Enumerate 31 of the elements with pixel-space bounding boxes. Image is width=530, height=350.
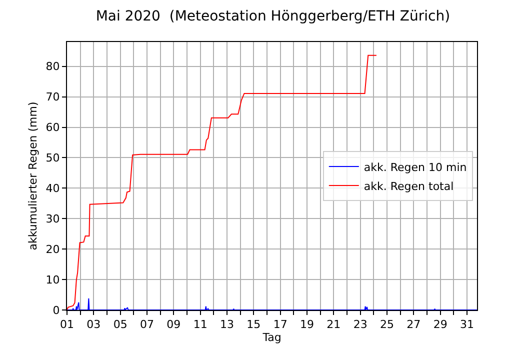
x-tick-label: 15: [246, 318, 261, 332]
x-tick-label: 19: [300, 318, 314, 332]
y-tick-label: 30: [46, 212, 60, 226]
x-tick-label: 23: [353, 318, 368, 332]
legend-label: akk. Regen 10 min: [364, 160, 467, 174]
x-tick-label: 01: [60, 318, 74, 332]
x-tick-label: 07: [140, 318, 154, 332]
x-tick-label: 17: [273, 318, 288, 332]
y-tick-label: 60: [46, 121, 60, 134]
y-tick-label: 70: [46, 90, 60, 104]
y-tick-label: 20: [46, 242, 60, 256]
y-axis-title: akkumulierter Regen (mm): [26, 102, 40, 250]
x-tick-label: 25: [380, 318, 394, 332]
y-tick-label: 80: [46, 60, 60, 74]
x-tick-label: 27: [406, 318, 421, 332]
x-axis-title: Tag: [262, 331, 282, 344]
x-tick-label: 09: [166, 318, 181, 332]
x-tick-label: 03: [86, 318, 101, 332]
legend-label: akk. Regen total: [364, 180, 454, 193]
x-tick-label: 05: [113, 318, 128, 332]
x-tick-label: 13: [220, 318, 234, 332]
x-tick-label: 11: [193, 318, 208, 332]
y-tick-label: 50: [46, 152, 60, 165]
x-tick-label: 29: [433, 318, 448, 332]
y-tick-label: 40: [46, 182, 60, 196]
y-tick-label: 0: [52, 304, 60, 317]
line-series: [67, 298, 477, 310]
chart-title: Mai 2020 (Meteostation Hönggerberg/ETH Zürich): [96, 8, 450, 25]
x-tick-label: 31: [460, 318, 474, 332]
y-tick-label: 10: [46, 273, 60, 286]
x-tick-label: 21: [326, 318, 341, 332]
